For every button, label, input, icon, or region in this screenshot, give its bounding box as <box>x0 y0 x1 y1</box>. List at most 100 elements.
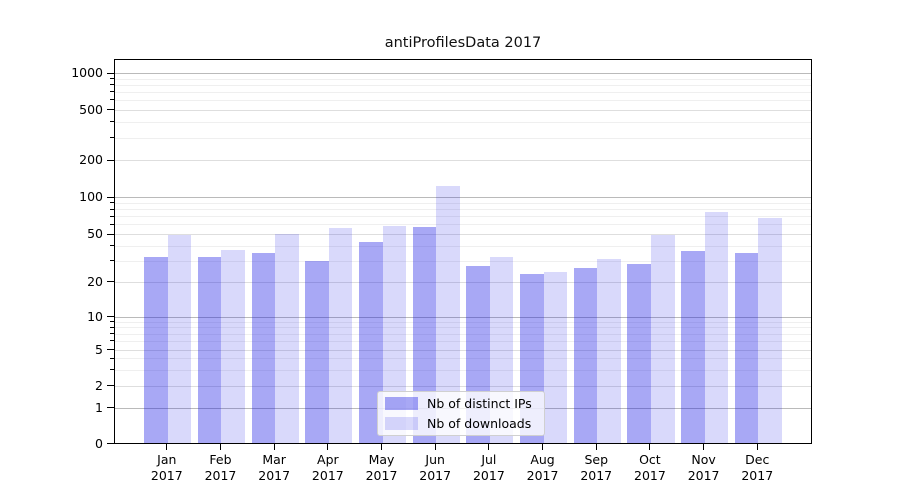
x-tick-jul <box>488 444 490 450</box>
gridline-minor <box>115 216 811 218</box>
x-tick-aug <box>542 444 544 450</box>
bar-distinct-ips-apr <box>305 260 329 444</box>
x-tick-label-sep: Sep 2017 <box>580 452 613 483</box>
y-minor-tick <box>110 99 114 101</box>
y-tick-label-100: 100 <box>79 189 103 204</box>
bar-downloads-jun <box>436 186 460 444</box>
y-tick-50 <box>107 233 114 235</box>
y-tick-label-1000: 1000 <box>71 65 103 81</box>
gridline-minor <box>115 99 811 101</box>
bar-distinct-ips-jan <box>144 257 168 444</box>
gridline-minor <box>115 121 811 123</box>
y-minor-tick <box>110 357 114 359</box>
gridline-minor <box>115 245 811 247</box>
y-tick-label-10: 10 <box>87 308 103 324</box>
bar-downloads-nov <box>704 211 729 444</box>
gridline-500 <box>115 109 811 111</box>
bar-distinct-ips-feb <box>197 257 222 444</box>
x-tick-label-mar: Mar 2017 <box>258 452 291 483</box>
y-tick-5 <box>107 349 114 350</box>
x-tick-label-feb: Feb 2017 <box>204 452 237 483</box>
x-tick-label-jan: Jan 2017 <box>150 452 183 483</box>
gridline-minor <box>115 358 811 360</box>
plot-area <box>114 59 812 444</box>
y-tick-10 <box>107 316 114 318</box>
legend-label-distinct-ips: Nb of distinct IPs <box>427 395 532 411</box>
x-tick-dec <box>756 444 758 450</box>
y-minor-tick <box>110 321 114 323</box>
y-tick-2 <box>107 385 114 387</box>
x-tick-label-jun: Jun 2017 <box>419 452 452 483</box>
y-tick-label-5: 5 <box>95 341 103 357</box>
legend-item-distinct-ips: Nb of distinct IPs <box>378 394 544 414</box>
bar-distinct-ips-mar <box>251 252 276 444</box>
y-tick-label-1: 1 <box>95 399 103 415</box>
bar-distinct-ips-oct <box>627 264 651 444</box>
y-tick-500 <box>107 109 114 110</box>
y-minor-tick <box>110 369 114 371</box>
bar-distinct-ips-may <box>358 242 383 444</box>
x-tick-apr <box>327 444 329 450</box>
gridline-minor <box>115 84 811 86</box>
x-tick-label-oct: Oct 2017 <box>634 452 666 483</box>
x-tick-label-nov: Nov 2017 <box>687 452 720 483</box>
y-minor-tick <box>110 208 114 210</box>
bar-downloads-jan <box>167 235 192 444</box>
y-tick-200 <box>107 159 114 161</box>
legend: Nb of distinct IPs Nb of downloads <box>377 391 545 436</box>
y-minor-tick <box>110 326 114 328</box>
y-minor-tick <box>110 333 114 335</box>
y-tick-label-500: 500 <box>79 101 103 117</box>
x-tick-feb <box>219 444 221 450</box>
gridline-100 <box>115 197 811 198</box>
gridline-50 <box>115 234 811 236</box>
bar-downloads-oct <box>650 235 675 444</box>
y-minor-tick <box>110 202 114 204</box>
y-tick-label-2: 2 <box>95 377 103 393</box>
y-minor-tick <box>110 245 114 247</box>
bar-downloads-mar <box>275 234 299 444</box>
gridline-minor <box>115 78 811 80</box>
x-tick-label-aug: Aug 2017 <box>526 452 559 483</box>
gridline-minor <box>115 333 811 335</box>
y-tick-1000 <box>107 72 114 74</box>
y-tick-label-20: 20 <box>87 273 103 289</box>
legend-swatch-downloads <box>385 417 418 430</box>
y-tick-20 <box>107 281 114 283</box>
y-tick-0 <box>107 443 114 444</box>
x-tick-mar <box>273 444 275 450</box>
gridline-minor <box>115 137 811 139</box>
bar-distinct-ips-sep <box>573 268 598 444</box>
x-tick-oct <box>649 444 651 450</box>
gridline-20 <box>115 281 811 283</box>
y-tick-1 <box>107 407 114 409</box>
y-minor-tick <box>110 137 114 139</box>
gridline-200 <box>115 160 811 161</box>
gridline-1000 <box>115 73 811 75</box>
bar-downloads-apr <box>328 228 353 444</box>
x-tick-sep <box>595 444 597 450</box>
y-tick-label-200: 200 <box>79 152 103 167</box>
gridline-5 <box>115 349 811 351</box>
y-minor-tick <box>110 223 114 225</box>
gridline-minor <box>115 321 811 323</box>
chart-title: antiProfilesData 2017 <box>384 35 542 51</box>
y-minor-tick <box>110 121 114 123</box>
gridline-minor <box>115 202 811 204</box>
x-tick-jan <box>166 444 168 450</box>
x-tick-jun <box>434 444 436 450</box>
bar-downloads-may <box>382 226 407 444</box>
y-minor-tick <box>110 91 114 93</box>
bar-distinct-ips-nov <box>681 251 705 444</box>
bar-downloads-sep <box>597 259 621 444</box>
y-minor-tick <box>110 84 114 86</box>
y-minor-tick <box>110 340 114 342</box>
gridline-minor <box>115 369 811 371</box>
gridline-minor <box>115 91 811 93</box>
y-minor-tick <box>110 260 114 262</box>
x-tick-label-dec: Dec 2017 <box>741 452 774 483</box>
x-tick-nov <box>703 444 705 450</box>
legend-item-downloads: Nb of downloads <box>378 414 544 434</box>
gridline-minor <box>115 327 811 329</box>
